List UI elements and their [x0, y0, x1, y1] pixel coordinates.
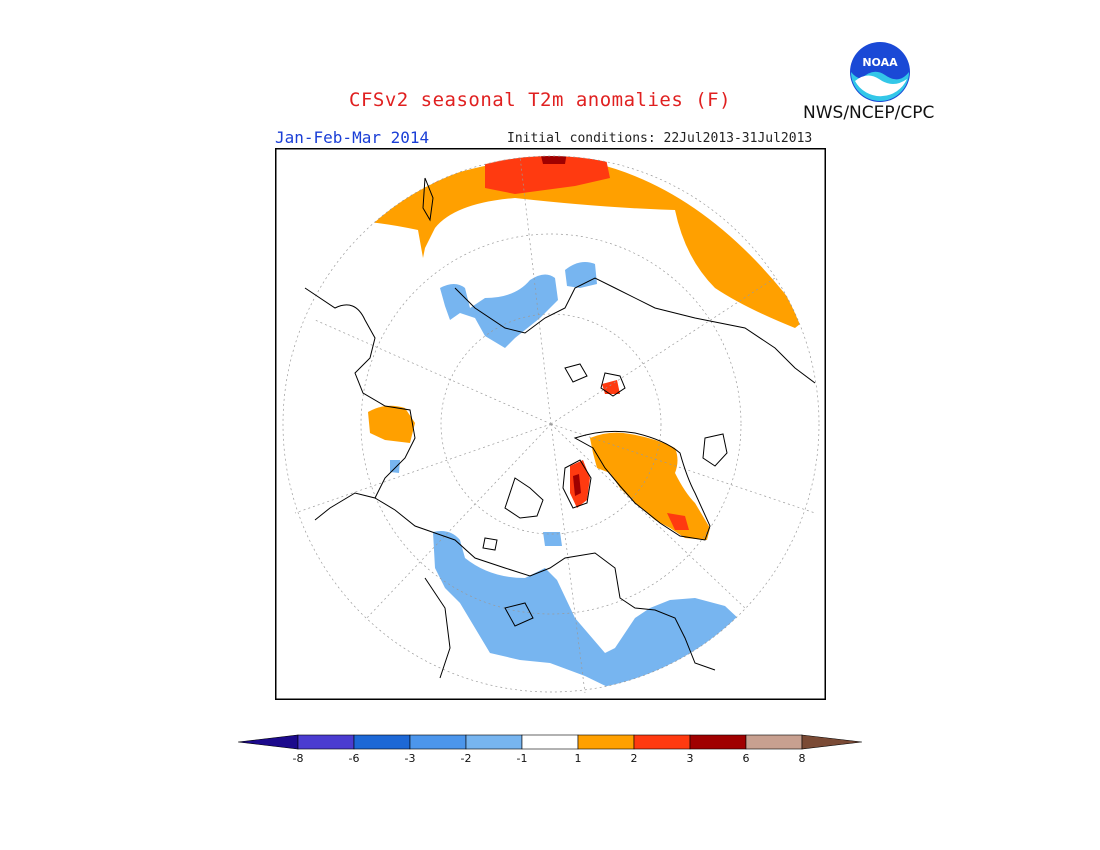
coastlines [304, 177, 816, 679]
agency-label: NWS/NCEP/CPC [803, 103, 935, 123]
colorbar-bin [521, 734, 579, 750]
colorbar-tick-label: 6 [743, 752, 750, 765]
cold-anomaly-region [543, 532, 562, 546]
colorbar-tick-label: 8 [799, 752, 806, 765]
colorbar-legend: -8 -6 -3 -2 -1 1 2 3 6 8 [238, 734, 862, 765]
noaa-logo: NOAA [850, 42, 910, 102]
colorbar-bin [465, 734, 523, 750]
colorbar-bin [297, 734, 355, 750]
cold-anomaly-region [433, 531, 740, 692]
warm-anomaly-region [573, 474, 581, 496]
colorbar-bin [689, 734, 747, 750]
colorbar-tick-label: 1 [575, 752, 582, 765]
colorbar-bin [577, 734, 635, 750]
colorbar-tick-label: 3 [687, 752, 694, 765]
colorbar-tick-label: -3 [405, 752, 416, 765]
colorbar-bin [238, 734, 299, 750]
warm-anomaly-region [485, 156, 610, 194]
warm-anomaly-region [540, 156, 567, 164]
season-label: Jan-Feb-Mar 2014 [275, 128, 430, 147]
warm-anomaly-region [602, 380, 620, 394]
warm-anomaly-region [360, 156, 805, 328]
colorbar-tick-label: -6 [349, 752, 360, 765]
colorbar-tick-label: 2 [631, 752, 638, 765]
colorbar-tick-label: -2 [461, 752, 472, 765]
colorbar-bin [801, 734, 862, 750]
map-title: CFSv2 seasonal T2m anomalies (F) [349, 89, 732, 111]
cold-anomaly-region [440, 274, 558, 348]
colorbar-tick-label: -1 [517, 752, 528, 765]
colorbar-tick-label: -8 [293, 752, 304, 765]
colorbar-bin [745, 734, 803, 750]
graticule [282, 155, 820, 694]
colorbar-bin [633, 734, 691, 750]
warm-anomaly-region [590, 432, 710, 540]
colorbar-bin [409, 734, 467, 750]
anomaly-shading [360, 156, 805, 692]
polar-anomaly-map [275, 148, 826, 700]
initial-conditions-label: Initial conditions: 22Jul2013-31Jul2013 [507, 131, 813, 146]
warm-anomaly-region [667, 513, 689, 530]
cold-anomaly-region [390, 460, 400, 473]
logo-text: NOAA [862, 56, 898, 69]
colorbar-bin [353, 734, 411, 750]
warm-anomaly-region [368, 405, 415, 443]
